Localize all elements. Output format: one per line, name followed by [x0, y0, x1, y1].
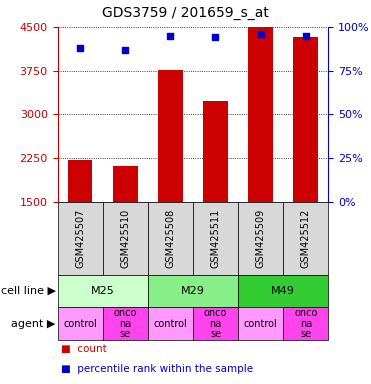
- Text: cell line ▶: cell line ▶: [1, 286, 56, 296]
- Bar: [293, 37, 318, 202]
- Point: [77, 45, 83, 51]
- Text: agent ▶: agent ▶: [11, 318, 56, 329]
- Text: M49: M49: [271, 286, 295, 296]
- Text: GSM425510: GSM425510: [120, 209, 130, 268]
- Text: GSM425509: GSM425509: [256, 209, 266, 268]
- Text: onco
na
se: onco na se: [114, 308, 137, 339]
- Bar: [203, 101, 228, 202]
- Text: GSM425511: GSM425511: [210, 209, 220, 268]
- Text: M29: M29: [181, 286, 205, 296]
- Text: onco
na
se: onco na se: [294, 308, 318, 339]
- Bar: [113, 166, 138, 202]
- Text: onco
na
se: onco na se: [204, 308, 227, 339]
- Bar: [68, 160, 92, 202]
- Text: GSM425508: GSM425508: [165, 209, 175, 268]
- Point: [257, 31, 263, 37]
- Point: [213, 34, 219, 40]
- Bar: [248, 28, 273, 202]
- Point: [303, 33, 309, 39]
- Bar: [158, 70, 183, 202]
- Text: control: control: [63, 318, 97, 329]
- Text: control: control: [154, 318, 187, 329]
- Text: control: control: [244, 318, 278, 329]
- Text: ■  percentile rank within the sample: ■ percentile rank within the sample: [61, 364, 253, 374]
- Text: GDS3759 / 201659_s_at: GDS3759 / 201659_s_at: [102, 7, 269, 20]
- Text: GSM425507: GSM425507: [75, 209, 85, 268]
- Point: [167, 33, 173, 39]
- Text: ■  count: ■ count: [61, 344, 107, 354]
- Point: [122, 46, 128, 53]
- Text: GSM425512: GSM425512: [301, 209, 311, 268]
- Text: M25: M25: [91, 286, 115, 296]
